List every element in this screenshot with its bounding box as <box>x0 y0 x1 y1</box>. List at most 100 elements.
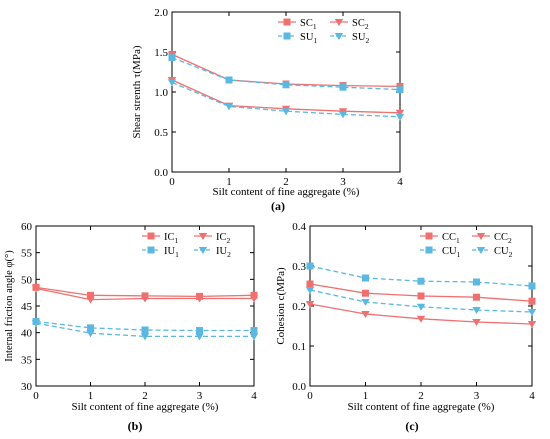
y-tick-label: 0.0 <box>154 167 168 179</box>
legend-label: IU2 <box>216 246 231 259</box>
data-point-iu1 <box>196 327 203 335</box>
legend-entry-ic1: IC1 <box>142 232 179 245</box>
y-tick-label: 30 <box>21 381 33 393</box>
panel-label: (c) <box>405 419 418 433</box>
y-axis-label: Internal friction angle φ(°) <box>4 250 15 362</box>
x-tick-label: 2 <box>142 390 148 402</box>
data-point-cu1 <box>362 274 369 282</box>
legend-label: CU1 <box>442 246 461 259</box>
x-tick-label: 0 <box>169 176 175 188</box>
y-tick-label: 35 <box>21 354 33 366</box>
x-tick-label: 2 <box>283 176 289 188</box>
chart-panel-b: 0 1 2 3 4 30 35 40 45 50 55 60 Silt content of fine … <box>4 221 259 433</box>
series-line-su1 <box>171 56 401 91</box>
chart-panel-a: 0 1 2 3 4 0.0 0.5 1.0 1.5 2.0 Silt content of fine… <box>131 7 405 213</box>
legend-entry-sc2: SC2 <box>330 18 369 31</box>
data-point-cu2 <box>416 303 426 311</box>
data-point-su1 <box>339 83 347 91</box>
legend-label: SU1 <box>300 32 317 45</box>
x-tick-label: 1 <box>226 176 232 188</box>
data-point-iu2 <box>140 333 150 341</box>
x-tick-label: 4 <box>251 390 257 402</box>
data-point-ic2 <box>86 296 95 304</box>
legend-entry-cu1: CU1 <box>420 246 461 259</box>
legend-marker <box>147 232 155 240</box>
data-point-su2 <box>167 79 177 87</box>
legend-label: CC2 <box>494 232 512 245</box>
data-point-ic1 <box>87 291 94 299</box>
data-point-cc2 <box>416 315 426 323</box>
series-line-iu1 <box>35 320 254 332</box>
data-point-cu2 <box>527 309 537 316</box>
data-point-cc1 <box>362 289 369 297</box>
chart-panel-c: 0 1 2 3 4 0.0 0.1 0.2 0.3 0.4 Silt content of fine… <box>275 221 537 433</box>
series-line-iu2 <box>35 322 254 338</box>
data-point-su1 <box>396 86 404 94</box>
legend-entry-iu1: IU1 <box>142 246 179 259</box>
y-axis-label: Cohesion c(MPa) <box>275 267 287 345</box>
x-tick-label: 0 <box>33 390 39 402</box>
legend-marker <box>198 247 208 254</box>
y-tick-label: 40 <box>21 328 33 340</box>
x-tick-label: 3 <box>197 390 203 402</box>
x-tick-label: 1 <box>363 390 369 402</box>
y-tick-label: 0.3 <box>292 261 306 273</box>
data-point-cc2 <box>361 311 370 318</box>
x-tick-label: 2 <box>418 390 424 402</box>
legend-marker <box>425 246 433 254</box>
data-point-sc2 <box>395 109 405 117</box>
data-point-iu1 <box>141 326 149 334</box>
y-tick-label: 0.4 <box>292 221 306 233</box>
x-tick-label: 4 <box>529 390 535 402</box>
data-point-cu1 <box>306 262 314 270</box>
data-point-su2 <box>338 111 348 119</box>
legend-label: CU2 <box>494 246 513 259</box>
legend-entry-cc1: CC1 <box>420 232 460 245</box>
data-point-cu1 <box>417 277 425 285</box>
x-tick-label: 3 <box>340 176 346 188</box>
data-point-cc2 <box>472 319 481 326</box>
x-tick-label: 4 <box>397 176 403 188</box>
data-point-iu1 <box>87 324 94 332</box>
legend-marker <box>147 246 155 254</box>
data-point-ic2 <box>249 295 259 303</box>
y-tick-label: 50 <box>21 274 33 286</box>
legend-entry-cu2: CU2 <box>472 246 513 259</box>
data-point-cu2 <box>305 287 315 294</box>
x-tick-label: 3 <box>474 390 480 402</box>
data-point-ic2 <box>31 285 41 293</box>
y-tick-label: 0.2 <box>292 301 306 313</box>
legend-entry-su2: SU2 <box>330 32 369 45</box>
y-axis-label: Shear strenth τ(MPa) <box>131 45 143 138</box>
data-point-cu2 <box>361 299 370 306</box>
data-point-iu2 <box>195 333 204 341</box>
legend-marker <box>334 19 344 26</box>
data-point-su1 <box>282 81 290 89</box>
legend-entry-su1: SU1 <box>278 32 317 45</box>
y-tick-label: 0.5 <box>154 127 168 139</box>
x-axis-label: Silt content of fine aggregate (%) <box>213 186 360 198</box>
legend-label: SU2 <box>352 32 369 45</box>
x-tick-label: 1 <box>88 390 94 402</box>
y-tick-label: 55 <box>21 248 33 260</box>
legend-entry-sc1: SC1 <box>278 18 317 31</box>
data-point-iu2 <box>249 333 259 341</box>
data-point-su1 <box>225 76 233 84</box>
legend-marker <box>476 233 486 240</box>
legend-entry-iu2: IU2 <box>194 246 231 259</box>
y-tick-label: 1.5 <box>154 47 168 59</box>
legend-label: SC1 <box>300 18 317 31</box>
data-point-cc1 <box>473 293 480 301</box>
data-point-ic2 <box>195 295 204 303</box>
x-axis-label: Silt content of fine aggregate (%) <box>72 401 219 413</box>
y-tick-label: 0.0 <box>292 381 306 393</box>
y-tick-label: 1.0 <box>154 87 168 99</box>
data-point-cc1 <box>417 292 425 300</box>
data-point-cu2 <box>472 307 481 314</box>
data-point-cu1 <box>528 282 536 290</box>
legend-label: IC2 <box>216 232 231 245</box>
legend-label: SC2 <box>352 18 369 31</box>
data-point-cu1 <box>473 278 480 286</box>
data-point-su1 <box>168 54 176 62</box>
data-point-iu2 <box>86 330 95 338</box>
